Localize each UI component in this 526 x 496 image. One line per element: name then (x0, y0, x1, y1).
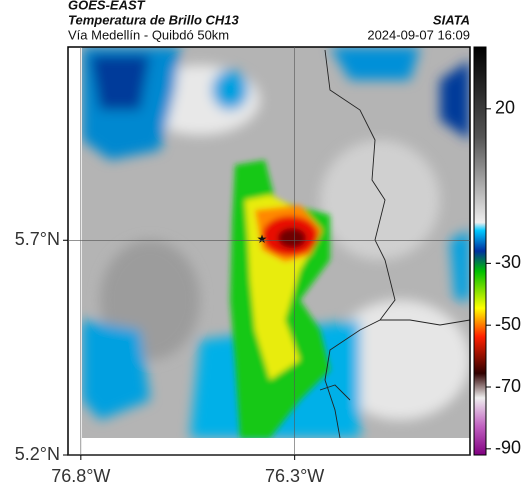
timestamp: 2024-09-07 16:09 (367, 27, 470, 42)
colorbar-tick-label: -90 (495, 438, 521, 458)
colorbar-tick-label: -70 (495, 376, 521, 396)
colorbar-tick-label: 20 (495, 98, 515, 118)
source: SIATA (433, 12, 470, 27)
route: Vía Medellín - Quibdó 50km (68, 27, 229, 42)
lat-tick-label: 5.2°N (15, 444, 60, 464)
subtitle: Temperatura de Brillo CH13 (68, 12, 240, 27)
title: GOES-EAST (68, 0, 146, 12)
city-marker: ★ (257, 232, 268, 246)
imagery: ★ (82, 47, 470, 438)
lon-tick-label: 76.8°W (51, 466, 110, 486)
lat-tick-label: 5.7°N (15, 229, 60, 249)
colorbar (473, 46, 487, 456)
lon-tick-label: 76.3°W (265, 466, 324, 486)
colorbar-tick-label: -30 (495, 252, 521, 272)
colorbar-tick-label: -50 (495, 314, 521, 334)
